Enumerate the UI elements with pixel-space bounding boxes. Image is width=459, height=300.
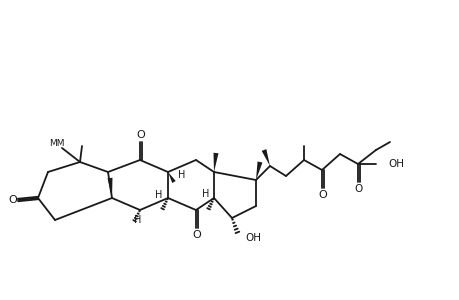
- Text: OH: OH: [387, 159, 403, 169]
- Polygon shape: [213, 153, 218, 172]
- Polygon shape: [107, 178, 112, 198]
- Text: O: O: [136, 130, 145, 140]
- Polygon shape: [256, 161, 262, 180]
- Text: MM: MM: [49, 140, 65, 148]
- Text: OH: OH: [245, 233, 260, 243]
- Text: H: H: [201, 189, 208, 199]
- Polygon shape: [168, 172, 175, 183]
- Text: O: O: [354, 184, 362, 194]
- Text: H: H: [178, 170, 185, 180]
- Text: O: O: [192, 230, 201, 240]
- Polygon shape: [261, 149, 269, 166]
- Text: O: O: [318, 190, 327, 200]
- Text: H: H: [154, 190, 162, 200]
- Text: O: O: [9, 195, 17, 205]
- Text: H: H: [134, 215, 141, 225]
